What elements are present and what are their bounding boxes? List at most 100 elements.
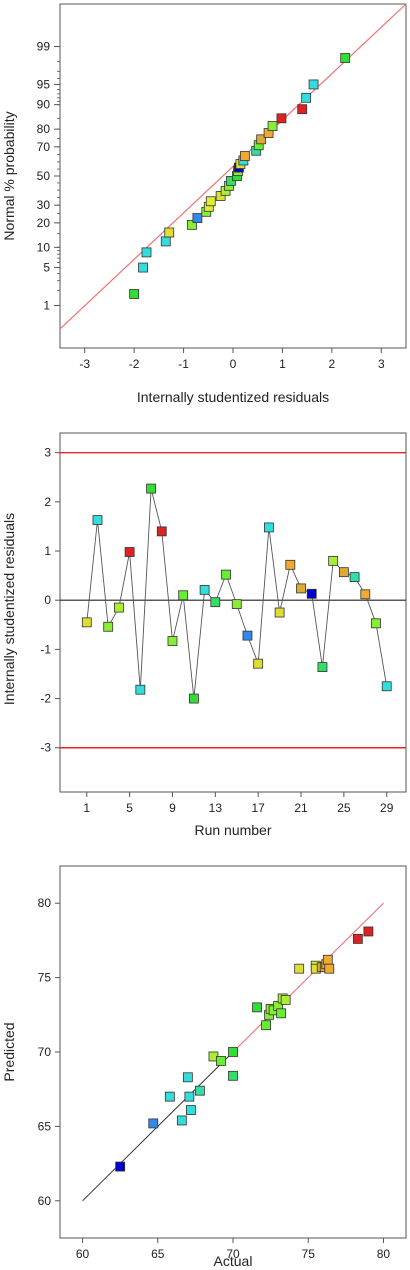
- residuals-vs-run-ytick-label: 0: [44, 593, 51, 607]
- residuals-vs-run-point: [81, 617, 92, 628]
- residuals-vs-run-point: [231, 599, 242, 610]
- normal-plot-point: [276, 113, 287, 124]
- predicted-vs-actual-point: [176, 1115, 187, 1126]
- normal-plot-content: -3 -2 -1 0 1 2 3 1 5 10 20 30 50 70 80 90 95 99: [37, 3, 407, 371]
- normal-plot-ytick-label: 90: [37, 98, 51, 112]
- normal-plot-xtick-label: 1: [279, 357, 286, 371]
- residuals-vs-run-xtick-label: 17: [251, 801, 265, 815]
- normal-plot-point: [141, 247, 152, 258]
- residuals-vs-run-panel: 1 5 9 13 17 21 25 29 -3 -2 -1 0 1 2 3 Run number Inter…: [1, 432, 407, 838]
- normal-plot-point: [215, 191, 226, 201]
- predicted-vs-actual-ytick-label: 80: [38, 896, 52, 910]
- normal-plot-point: [340, 53, 351, 63]
- normal-plot-point: [187, 219, 197, 230]
- normal-plot-xtick-label: 2: [329, 357, 336, 371]
- normal-plot-reference-line: [59, 3, 407, 330]
- residuals-vs-run-ytick-label: -1: [40, 642, 51, 656]
- predicted-vs-actual-ytick-label: 70: [38, 1045, 52, 1059]
- residuals-vs-run-point: [328, 555, 339, 566]
- normal-plot-ytick-label: 20: [37, 216, 51, 230]
- residuals-vs-run-point: [146, 483, 156, 494]
- normal-plot-point: [205, 196, 216, 207]
- normal-plot-point: [308, 79, 319, 90]
- residuals-vs-run-xtick-label: 21: [294, 801, 308, 815]
- residuals-vs-run-frame: [59, 432, 407, 793]
- residuals-vs-run-point: [124, 547, 135, 557]
- normal-plot-ytick-label: 95: [37, 77, 51, 91]
- residuals-vs-run-point: [306, 588, 317, 599]
- residuals-vs-run-ytick-label: 1: [44, 544, 51, 558]
- residuals-vs-run-xtick-label: 29: [380, 801, 394, 815]
- predicted-vs-actual-xtick-label: 60: [76, 1247, 90, 1261]
- residuals-vs-run-point: [210, 597, 221, 608]
- residuals-vs-run-point: [199, 584, 210, 595]
- predicted-vs-actual-point: [276, 1008, 287, 1019]
- residuals-vs-run-connector: [86, 488, 388, 699]
- predicted-vs-actual-point: [261, 1020, 271, 1031]
- normal-plot-point: [138, 262, 148, 273]
- predicted-vs-actual-point: [280, 995, 291, 1005]
- predicted-vs-actual-xtick-label: 80: [377, 1247, 391, 1261]
- residuals-vs-run-point: [253, 658, 264, 669]
- normal-plot-ytick-label: 1: [43, 298, 50, 312]
- normal-plot-point: [297, 104, 308, 115]
- predicted-vs-actual-point: [164, 1091, 175, 1102]
- residuals-vs-run-point: [296, 583, 306, 594]
- normal-plot-point: [267, 121, 278, 132]
- predicted-vs-actual-point: [228, 1070, 238, 1081]
- normal-plot-ytick-label: 30: [37, 198, 51, 212]
- residuals-vs-run-ytick-label: 2: [44, 495, 51, 509]
- normal-plot-xtick-label: 3: [378, 357, 385, 371]
- normal-plot-ytick-label: 50: [37, 169, 51, 183]
- normal-plot-point: [129, 289, 140, 299]
- normal-plot-point: [160, 236, 171, 247]
- residuals-vs-run-point: [338, 567, 349, 578]
- predicted-vs-actual-point: [216, 1056, 226, 1066]
- predicted-vs-actual-point: [322, 954, 333, 965]
- normal-plot-xtick-label: 0: [230, 357, 237, 371]
- predicted-vs-actual-ytick-label: 75: [38, 971, 52, 985]
- residuals-vs-run-point: [381, 681, 392, 692]
- residuals-vs-run-point: [263, 522, 274, 533]
- predicted-vs-actual-point: [252, 1002, 262, 1013]
- residuals-vs-run-point: [274, 607, 285, 618]
- predicted-vs-actual-point: [184, 1091, 195, 1102]
- normal-plot-panel: -3 -2 -1 0 1 2 3 1 5 10 20 30 50 70 80 90 95 99 Internall…: [1, 3, 407, 405]
- normal-plot-xtick-label: -2: [129, 357, 140, 371]
- predicted-vs-actual-point: [228, 1047, 238, 1057]
- residuals-vs-run-point: [103, 621, 114, 632]
- normal-plot-ytick-label: 99: [37, 40, 51, 54]
- residuals-vs-run-point: [156, 526, 167, 537]
- residuals-vs-run-ytick-label: -2: [40, 692, 51, 706]
- residuals-vs-run-xtick-label: 25: [337, 801, 351, 815]
- predicted-vs-actual-panel: 60 65 70 75 80 60 65 70 75 80 Actual Predicted: [1, 865, 407, 1269]
- residuals-vs-run-point: [167, 636, 178, 646]
- residuals-vs-run-point: [317, 662, 328, 672]
- normal-plot-ytick-label: 70: [37, 140, 51, 154]
- residuals-vs-run-point: [360, 589, 371, 600]
- normal-plot-xtick-label: -1: [178, 357, 189, 371]
- predicted-vs-actual-fit-line-upper: [232, 902, 384, 1053]
- residuals-vs-run-point: [114, 602, 124, 613]
- residuals-vs-run-point: [221, 569, 231, 580]
- predicted-vs-actual-ytick-label: 60: [38, 1194, 52, 1208]
- predicted-vs-actual-point: [182, 1072, 193, 1083]
- residuals-vs-run-ylabel: Internally studentized residuals: [1, 513, 17, 705]
- predicted-vs-actual-point: [352, 934, 363, 944]
- predicted-vs-actual-point: [363, 926, 374, 937]
- residuals-vs-run-ytick-label: 3: [44, 446, 51, 460]
- predicted-vs-actual-xlabel: Actual: [214, 1253, 253, 1269]
- residuals-vs-run-point: [242, 630, 253, 641]
- predicted-vs-actual-xtick-label: 65: [151, 1247, 165, 1261]
- normal-plot-xlabel: Internally studentized residuals: [137, 389, 329, 405]
- residuals-vs-run-xtick-label: 1: [83, 801, 90, 815]
- normal-plot-ytick-label: 80: [37, 122, 51, 136]
- predicted-vs-actual-xtick-label: 75: [302, 1247, 316, 1261]
- normal-plot-xtick-label: -3: [79, 357, 90, 371]
- predicted-vs-actual-point: [185, 1105, 196, 1115]
- residuals-vs-run-point: [349, 572, 360, 582]
- normal-plot-point: [164, 227, 175, 238]
- normal-plot-ylabel: Normal % probability: [1, 111, 17, 240]
- predicted-vs-actual-point: [324, 963, 335, 974]
